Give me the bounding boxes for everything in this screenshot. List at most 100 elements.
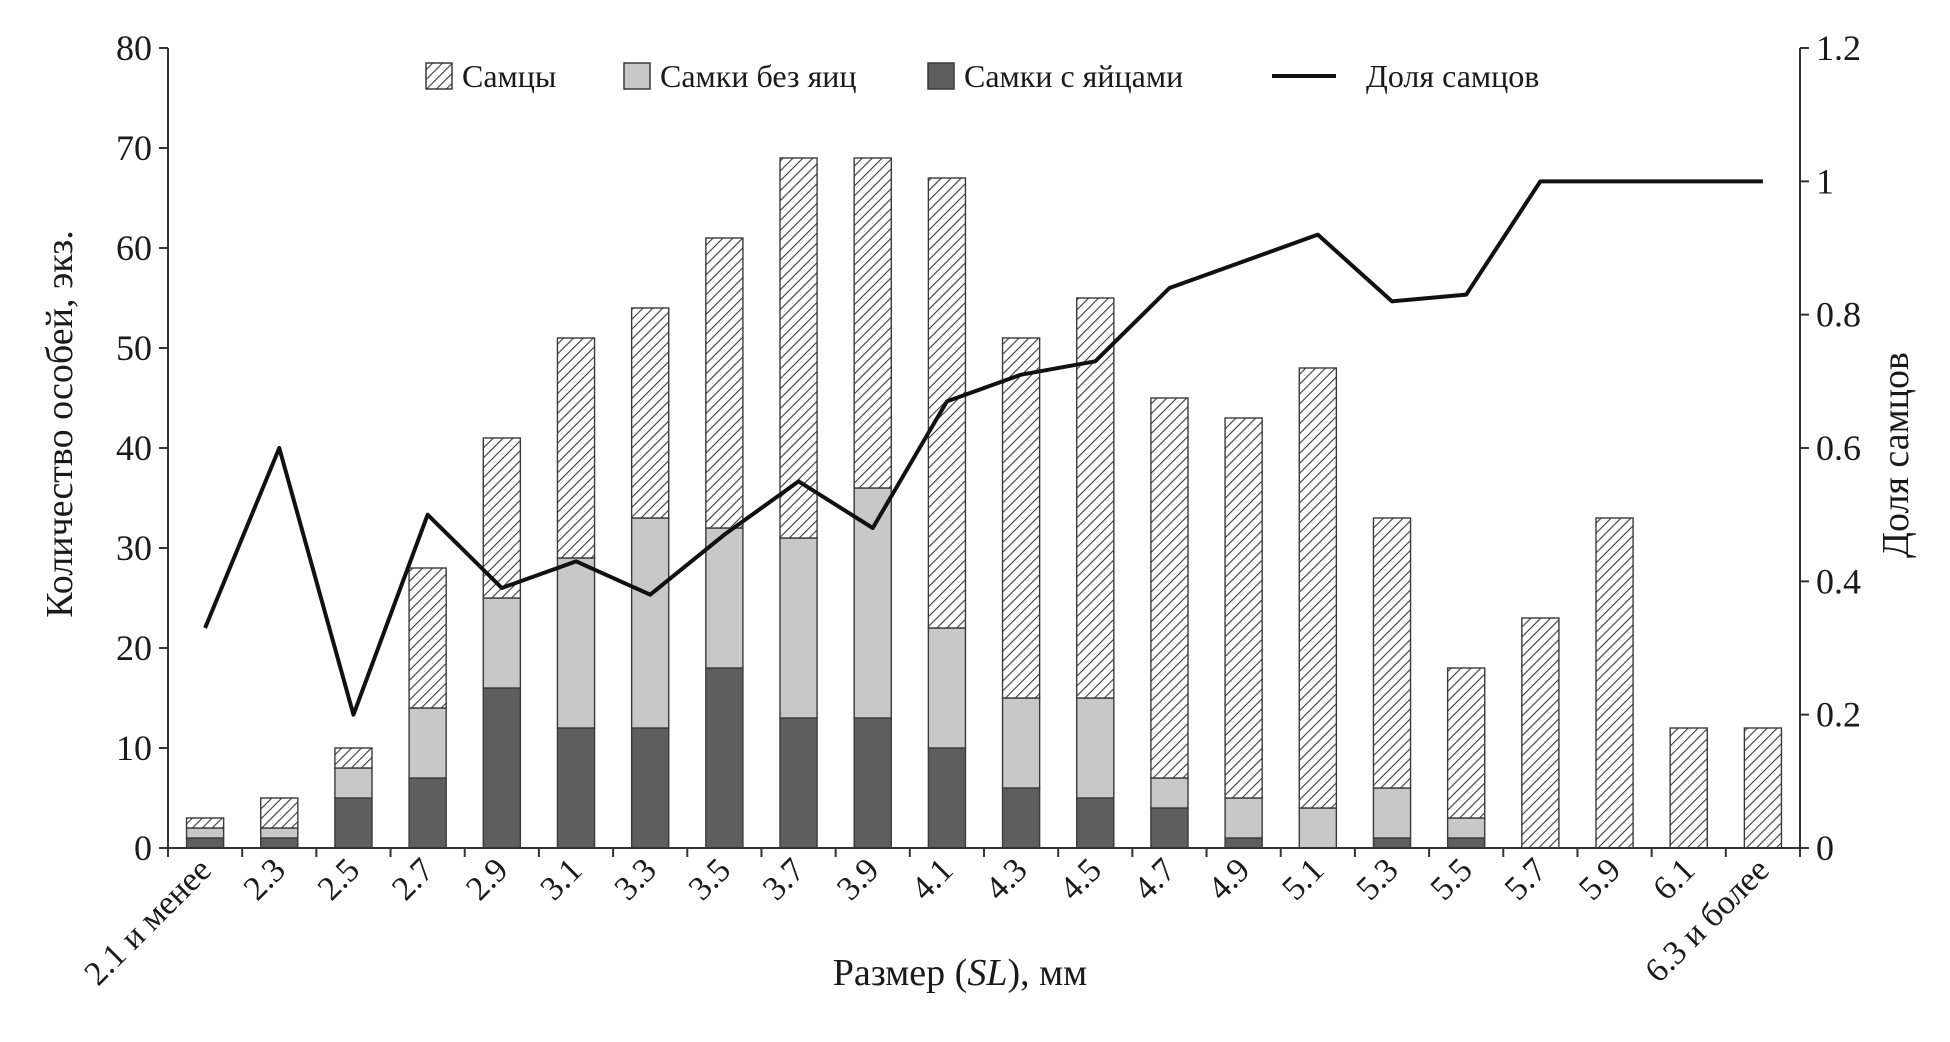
bar-segment-dark [1224, 837, 1263, 849]
x-tick-label: 3.7 [756, 851, 812, 907]
y2-tick-label: 0.6 [1816, 428, 1861, 468]
bar-segment-light [927, 627, 967, 749]
bar-segment-hatch [853, 157, 892, 489]
bar-segment-hatch [705, 237, 744, 529]
bar-segment-hatch [1076, 297, 1115, 699]
x-tick-label: 5.1 [1275, 851, 1331, 907]
bar-segment-hatch [408, 567, 447, 709]
legend-swatch-light [623, 62, 651, 90]
y-tick-label: 40 [116, 428, 152, 468]
x-tick-label: 4.5 [1053, 851, 1109, 907]
bar-segment-light [556, 557, 596, 729]
ratio-line [203, 179, 1764, 717]
x-tick-label: 4.7 [1127, 851, 1183, 907]
y-tick-label: 60 [116, 228, 152, 268]
legend-label: Самцы [462, 58, 556, 94]
y2-tick-label: 1.2 [1816, 28, 1861, 68]
bar-segment-light [260, 827, 299, 839]
y2-tick-label: 0 [1816, 828, 1834, 868]
x-tick-label: 4.1 [904, 851, 960, 907]
bar-segment-hatch [482, 437, 522, 599]
bar-segment-dark [853, 717, 892, 849]
y2-tick-label: 1 [1816, 161, 1834, 201]
bar-segment-dark [482, 687, 522, 849]
x-tick-label: 2.3 [237, 851, 293, 907]
legend-swatch-dark [927, 62, 955, 90]
x-tick-label: 4.9 [1201, 851, 1257, 907]
bar-segment-hatch [1372, 517, 1412, 789]
bar-segment-dark [779, 717, 818, 849]
bar-segment-hatch [1224, 417, 1263, 799]
bar-segment-light [630, 517, 670, 729]
x-axis-label: Размер (SL), мм [833, 952, 1087, 994]
y-tick-label: 0 [134, 828, 152, 868]
bar-segment-hatch [1446, 667, 1486, 819]
bar-segment-light [1372, 787, 1412, 839]
bar-segment-dark [408, 777, 447, 849]
bar-segment-hatch [1521, 617, 1560, 849]
bar-segment-dark [334, 797, 373, 849]
x-tick-label: 5.3 [1349, 851, 1405, 907]
bar-segment-hatch [556, 337, 596, 559]
bar-segment-light [1001, 697, 1041, 789]
bar-segment-dark [705, 667, 744, 849]
bar-segment-light [1298, 807, 1338, 849]
x-tick-label: 3.5 [682, 851, 738, 907]
y-tick-label: 30 [116, 528, 152, 568]
bar-segment-dark [556, 727, 596, 849]
x-tick-label: 5.5 [1424, 851, 1480, 907]
bar-segment-hatch [1001, 337, 1041, 699]
x-tick-label: 5.7 [1498, 851, 1554, 907]
bar-segment-light [334, 767, 373, 799]
y-tick-label: 10 [116, 728, 152, 768]
bar-segment-dark [1076, 797, 1115, 849]
bar-segment-dark [927, 747, 967, 849]
x-tick-label: 3.9 [830, 851, 886, 907]
bar-segment-hatch [630, 307, 670, 519]
y-axis-ticks: 0 10 20 30 40 50 60 70 80 [116, 28, 168, 868]
x-tick-label: 2.7 [385, 851, 441, 907]
bar-segment-light [1224, 797, 1263, 839]
legend-label: Самки с яйцами [964, 58, 1183, 94]
legend: Самцы Самки без яиц Самки с яйцами Доля сам… [425, 58, 1539, 94]
bar-segment-light [1150, 777, 1189, 809]
bar-segment-light [185, 827, 225, 839]
ratio-line-path [203, 179, 1763, 717]
bar-segment-hatch [779, 157, 818, 539]
bar-segment-dark [1001, 787, 1041, 849]
y2-tick-label: 0.2 [1816, 695, 1861, 735]
x-tick-label: 2.5 [311, 851, 367, 907]
x-tick-label: 4.3 [979, 851, 1035, 907]
bar-segment-light [705, 527, 744, 669]
y-tick-label: 20 [116, 628, 152, 668]
y2-tick-label: 0.4 [1816, 561, 1861, 601]
y-tick-label: 50 [116, 328, 152, 368]
x-tick-label: 5.9 [1572, 851, 1628, 907]
x-tick-label: 2.1 и менее [78, 851, 219, 992]
bar-segment-hatch [1298, 367, 1338, 809]
y-axis-label: Количество особей, экз. [39, 230, 81, 617]
bar-segment-light [779, 537, 818, 719]
bar-segment-hatch [1743, 727, 1783, 849]
bar-segment-dark [1150, 807, 1189, 849]
bar-segment-light [1446, 817, 1486, 839]
bar-segment-dark [630, 727, 670, 849]
y-tick-label: 80 [116, 28, 152, 68]
y2-axis-ticks: 0 0.2 0.4 0.6 0.8 1 1.2 [1800, 28, 1861, 868]
legend-swatch-hatch [425, 62, 453, 90]
bar-segment-dark [185, 837, 225, 849]
bar-segment-hatch [260, 797, 299, 829]
bars [185, 157, 1783, 849]
bar-segment-hatch [1150, 397, 1189, 779]
bar-segment-light [853, 487, 892, 719]
x-tick-label: 2.9 [459, 851, 515, 907]
bar-segment-light [1076, 697, 1115, 799]
x-tick-label: 3.1 [533, 851, 589, 907]
bar-segment-hatch [185, 817, 225, 829]
bar-segment-dark [260, 837, 299, 849]
x-tick-label: 3.3 [608, 851, 664, 907]
bar-segment-light [482, 597, 522, 689]
legend-label: Самки без яиц [660, 58, 857, 94]
x-tick-label: 6.1 [1646, 851, 1702, 907]
